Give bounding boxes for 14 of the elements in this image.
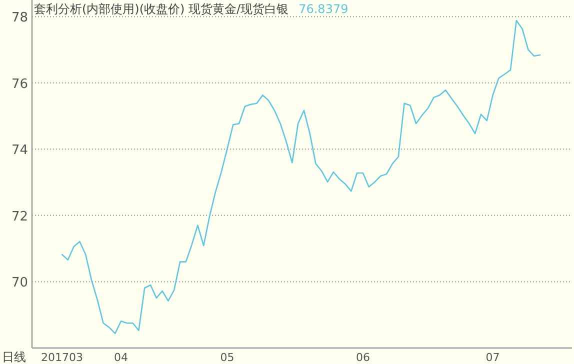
- annotation: 76.8379: [298, 2, 348, 16]
- x-tick-label: 05: [220, 351, 234, 364]
- y-tick-label: 78: [11, 10, 28, 26]
- chart-title: 套利分析(内部使用)(收盘价) 现货黄金/现货白银: [34, 2, 289, 16]
- x-tick-label: 07: [486, 351, 500, 364]
- y-tick-label: 74: [11, 143, 28, 158]
- x-tick-label: 04: [114, 351, 128, 364]
- y-tick-label: 72: [11, 209, 28, 224]
- x-tick-label: 201703: [41, 351, 83, 364]
- y-tick-label: 70: [11, 276, 28, 291]
- x-tick-label: 06: [356, 351, 370, 364]
- y-tick-label: 76: [11, 76, 28, 92]
- line-series: [61, 20, 541, 334]
- text: 日线: [2, 350, 26, 364]
